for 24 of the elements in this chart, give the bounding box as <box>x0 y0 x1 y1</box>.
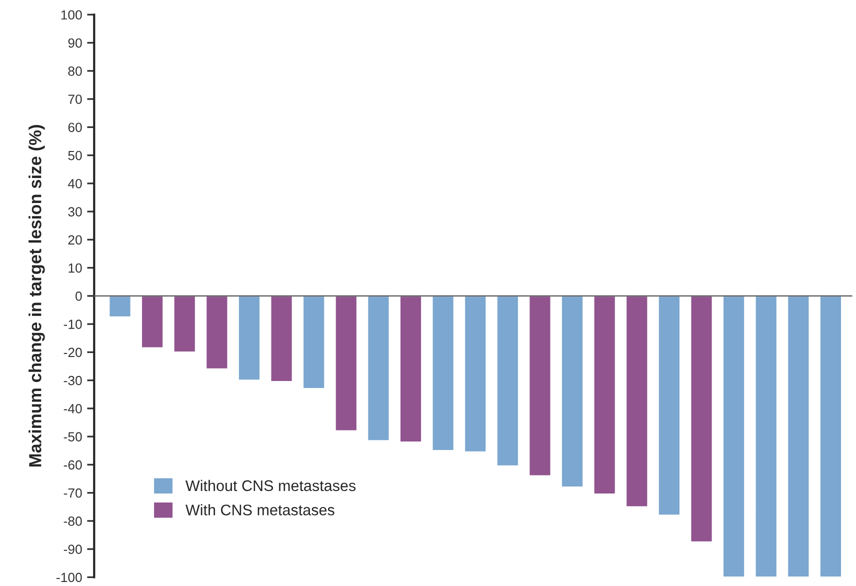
y-tick-label: 60 <box>68 122 82 132</box>
legend-label: Without CNS metastases <box>186 480 356 492</box>
y-tick-label: -70 <box>64 488 82 498</box>
y-tick-label: -80 <box>64 516 82 526</box>
legend-label: With CNS metastases <box>186 504 334 516</box>
y-tick-label: -40 <box>64 404 82 414</box>
y-tick-label: 20 <box>68 235 82 245</box>
y-tick-label: 80 <box>68 66 82 76</box>
y-tick-label: -20 <box>64 348 82 358</box>
y-tick-label: 10 <box>68 263 82 273</box>
y-tick-label: 50 <box>68 150 82 160</box>
y-tick-label: 100 <box>61 10 82 20</box>
y-tick-label: -10 <box>64 320 82 329</box>
y-tick-label: -30 <box>64 376 82 386</box>
y-tick-label: -60 <box>64 460 82 470</box>
y-axis-title: Maximum change in target lesion size (%) <box>28 125 45 466</box>
y-tick-label: -100 <box>56 572 82 582</box>
y-tick-label: -50 <box>64 432 82 442</box>
y-tick-label: 30 <box>68 207 82 216</box>
y-tick-label: 70 <box>68 94 82 104</box>
y-tick-label: 0 <box>76 291 82 301</box>
y-tick-label: -90 <box>64 544 82 554</box>
y-tick-label: 40 <box>68 178 82 188</box>
y-tick-label: 90 <box>68 38 82 48</box>
